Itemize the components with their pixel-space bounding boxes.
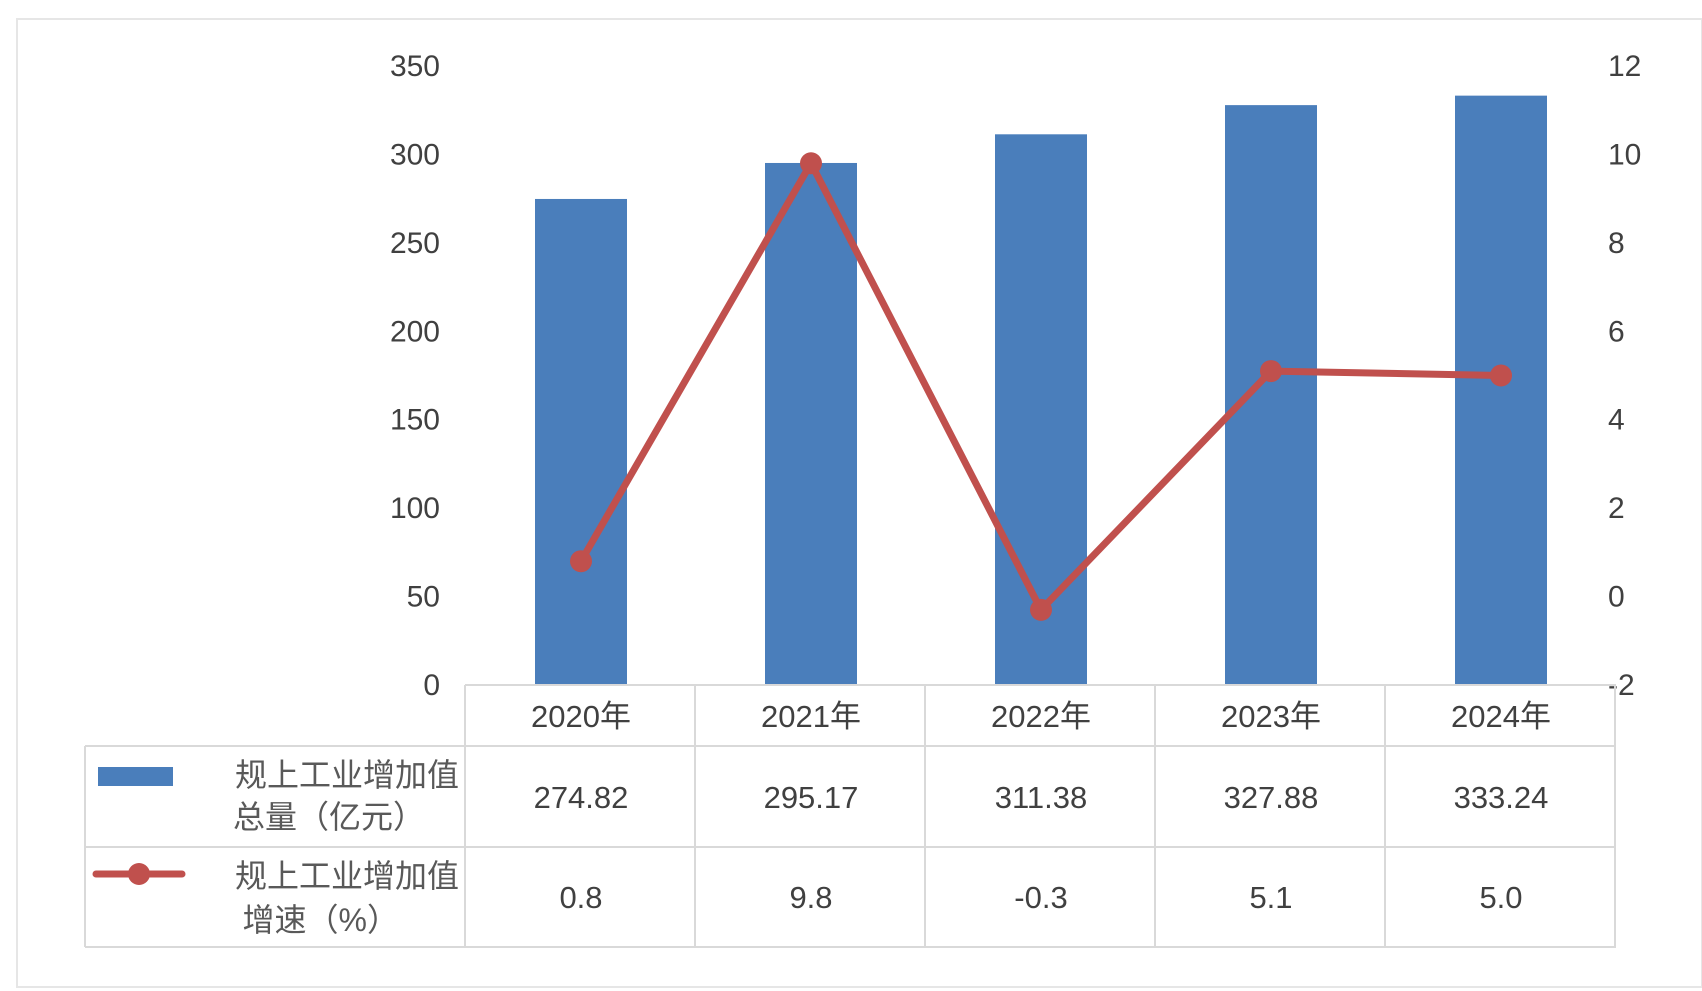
line-legend-label-line2: 增速（%） <box>243 902 399 938</box>
left-axis-tick-label: 50 <box>407 581 440 614</box>
line-point <box>1260 360 1282 383</box>
bar-series <box>535 95 1547 686</box>
right-axis-tick-label: 4 <box>1608 404 1625 437</box>
right-axis-tick-label: 10 <box>1608 138 1641 171</box>
line-value-cell: 9.8 <box>789 880 832 915</box>
line-legend-marker <box>128 863 150 885</box>
bar-value-cell: 333.24 <box>1454 780 1549 815</box>
line-value-cell: 5.0 <box>1479 880 1522 915</box>
right-axis-tick-label: 6 <box>1608 315 1625 348</box>
bar <box>1225 105 1317 686</box>
bar-value-cell: 295.17 <box>764 780 859 815</box>
table-category-label: 2023年 <box>1221 699 1321 734</box>
table-category-label: 2022年 <box>991 699 1091 734</box>
right-axis-tick-label: 12 <box>1608 50 1641 83</box>
left-axis-tick-label: 300 <box>390 138 440 171</box>
bar <box>995 134 1087 685</box>
right-axis-tick-label: 8 <box>1608 227 1625 260</box>
right-axis-tick-label: 2 <box>1608 492 1625 525</box>
line-point <box>800 152 822 175</box>
table-category-label: 2021年 <box>761 699 861 734</box>
bar <box>535 198 627 686</box>
right-axis-tick-label: 0 <box>1608 581 1625 614</box>
line-point <box>1490 364 1512 387</box>
data-table-legend: 规上工业增加值 总量（亿元） 规上工业增加值 增速（%） <box>92 757 459 938</box>
table-category-label: 2020年 <box>531 699 631 734</box>
bar-value-cell: 274.82 <box>534 780 629 815</box>
left-axis-tick-label: 350 <box>390 50 440 83</box>
left-axis-ticks: 0 50 100 150 200 250 300 350 <box>390 50 440 702</box>
bar-legend-swatch <box>98 767 173 786</box>
line-value-cell: 5.1 <box>1249 880 1292 915</box>
bar-values-row: 274.82 295.17 311.38 327.88 333.24 <box>534 780 1549 815</box>
left-axis-tick-label: 150 <box>390 404 440 437</box>
left-axis-tick-label: 200 <box>390 315 440 348</box>
table-category-label: 2024年 <box>1451 699 1551 734</box>
line-values-row: 0.8 9.8 -0.3 5.1 5.0 <box>559 880 1522 915</box>
table-category-row: 2020年 2021年 2022年 2023年 2024年 <box>531 699 1551 734</box>
bar-legend-label-line2: 总量（亿元） <box>233 799 425 835</box>
bar-legend-label-line1: 规上工业增加值 <box>235 757 459 793</box>
bar <box>765 162 857 685</box>
line-point <box>1030 598 1052 621</box>
line-series <box>570 152 1512 621</box>
line-legend-label-line1: 规上工业增加值 <box>235 858 459 894</box>
line-point <box>570 550 592 573</box>
left-axis-tick-label: 250 <box>390 227 440 260</box>
bar-value-cell: 327.88 <box>1224 780 1319 815</box>
data-table-grid <box>84 684 1616 948</box>
left-axis-tick-label: 0 <box>423 669 440 702</box>
line-value-cell: 0.8 <box>559 880 602 915</box>
bar <box>1455 95 1547 686</box>
left-axis-tick-label: 100 <box>390 492 440 525</box>
bar-value-cell: 311.38 <box>995 780 1088 815</box>
line-value-cell: -0.3 <box>1014 880 1067 915</box>
chart-border <box>16 18 1702 988</box>
